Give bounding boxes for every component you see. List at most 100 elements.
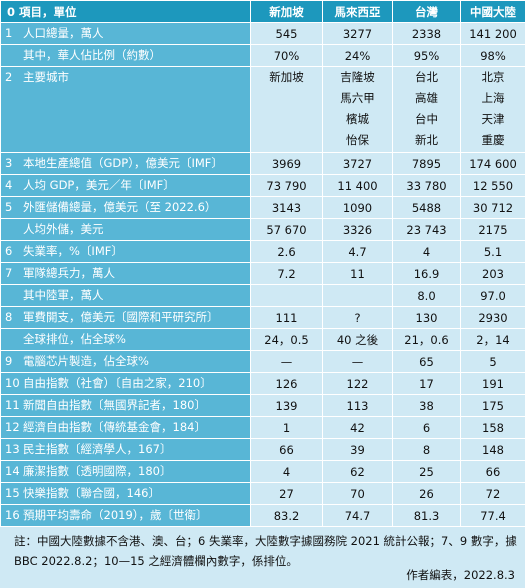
value-cell: 95% (393, 45, 461, 67)
value-cell: 66 (461, 461, 525, 483)
cell-text: 126 (276, 377, 298, 391)
row-label: 電腦芯片製造，佔全球% (23, 354, 149, 368)
value-cell: 98% (461, 45, 525, 67)
value-cell: 2，14 (461, 329, 525, 351)
row-number: 8 (5, 307, 23, 328)
value-cell: 4.7 (323, 241, 393, 263)
value-cell: — (251, 351, 323, 373)
row-number: 9 (5, 351, 23, 372)
cell-text: 77.4 (480, 509, 506, 523)
cell-text: 174 600 (469, 157, 517, 171)
cell-text: 70 (350, 487, 365, 501)
cell-text: 39 (350, 443, 365, 457)
value-cell: 74.7 (323, 505, 393, 527)
table-row: 其中，華人佔比例（約數）70%24%95%98% (1, 45, 525, 67)
value-cell: 40 之後 (323, 329, 393, 351)
city-name: 重慶 (461, 130, 525, 151)
cell-text: 175 (482, 399, 504, 413)
value-cell: 5 (461, 351, 525, 373)
value-cell: 70% (251, 45, 323, 67)
cell-text: 81.3 (414, 509, 440, 523)
cell-text: 65 (419, 355, 434, 369)
value-cell: 33 780 (393, 175, 461, 197)
city-name: 新加坡 (251, 67, 322, 88)
value-cell: 2.6 (251, 241, 323, 263)
city-name: 天津 (461, 109, 525, 130)
value-cell: 70 (323, 483, 393, 505)
value-cell: 北京上海天津重慶 (461, 67, 525, 153)
city-name: 檳城 (323, 109, 392, 130)
row-number: 16 (5, 505, 23, 526)
cell-text: 74.7 (345, 509, 371, 523)
row-number: 11 (5, 395, 23, 416)
row-number: 13 (5, 439, 23, 460)
cell-text: 8.0 (417, 289, 435, 303)
cell-text: 2175 (478, 223, 507, 237)
cell-text: 27 (279, 487, 294, 501)
cell-text: 2.6 (277, 245, 295, 259)
value-cell: 台北高雄台中新北 (393, 67, 461, 153)
value-cell: 65 (393, 351, 461, 373)
value-cell: 72 (461, 483, 525, 505)
row-number: 14 (5, 461, 23, 482)
cell-text: 11 (350, 267, 365, 281)
cell-text: 33 780 (406, 179, 446, 193)
cell-text: 139 (276, 399, 298, 413)
value-cell: 3326 (323, 219, 393, 241)
header-cell: 台灣 (393, 1, 461, 23)
city-name: 台北 (393, 67, 460, 88)
row-label: 人均外儲，美元 (23, 222, 104, 236)
value-cell: 97.0 (461, 285, 525, 307)
city-name: 北京 (461, 67, 525, 88)
value-cell: 1090 (323, 197, 393, 219)
row-number: 6 (5, 241, 23, 262)
row-number: 12 (5, 417, 23, 438)
cell-text: 16.9 (414, 267, 440, 281)
row-number: 4 (5, 175, 23, 196)
row-number: 15 (5, 483, 23, 504)
cell-text: 148 (482, 443, 504, 457)
cell-text: 42 (350, 421, 365, 435)
row-number: 1 (5, 23, 23, 44)
row-number: 7 (5, 263, 23, 284)
cell-text: — (352, 355, 364, 369)
cell-text: 66 (279, 443, 294, 457)
value-cell: 7895 (393, 153, 461, 175)
cell-text: 4.7 (348, 245, 366, 259)
cell-text: 70% (274, 49, 300, 63)
cell-text: 5.1 (484, 245, 502, 259)
cell-text: 3727 (343, 157, 372, 171)
cell-text: 57 670 (266, 223, 306, 237)
cell-text: 3277 (343, 27, 372, 41)
row-label: 全球排位，佔全球% (23, 332, 126, 346)
value-cell: 39 (323, 439, 393, 461)
cell-text: 203 (482, 267, 504, 281)
row-number: 2 (5, 67, 23, 88)
value-cell: 新加坡 (251, 67, 323, 153)
value-cell: 1 (251, 417, 323, 439)
value-cell: 17 (393, 373, 461, 395)
cell-text: 191 (482, 377, 504, 391)
cell-text: 95% (414, 49, 440, 63)
cell-text: 40 之後 (337, 333, 378, 347)
credit: 作者編表，2022.8.3 (406, 565, 515, 585)
cell-text: 1 (283, 421, 290, 435)
value-cell: 26 (393, 483, 461, 505)
value-cell: 148 (461, 439, 525, 461)
row-label-cell: 全球排位，佔全球% (1, 329, 251, 351)
value-cell: 139 (251, 395, 323, 417)
value-cell (251, 285, 323, 307)
